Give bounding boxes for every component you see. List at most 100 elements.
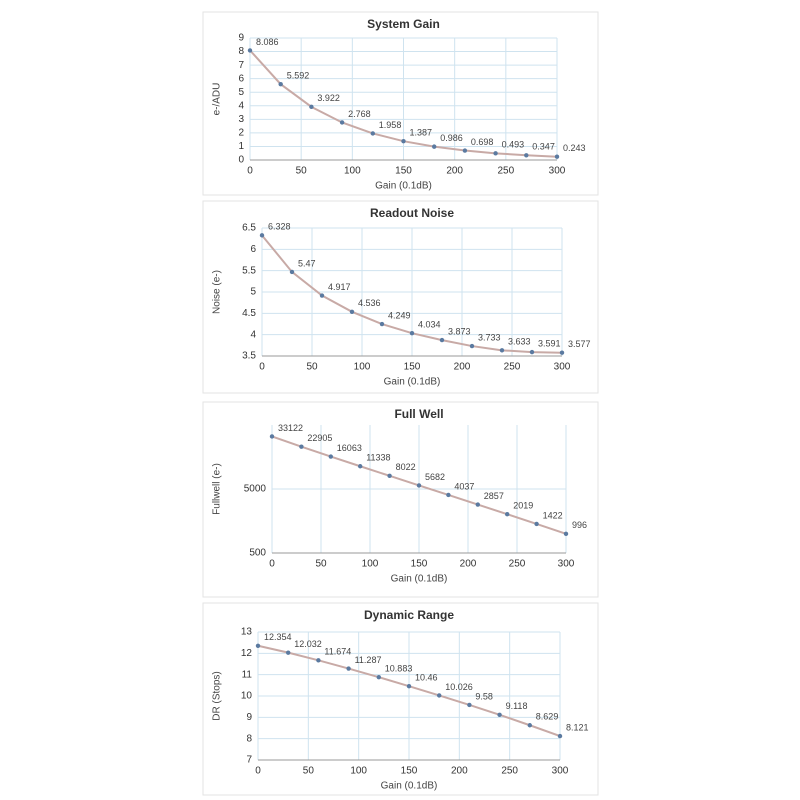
data-label: 4.917 <box>328 282 351 292</box>
x-tick-label: 150 <box>404 362 421 373</box>
x-axis-label: Gain (0.1dB) <box>384 377 441 388</box>
data-point <box>563 531 569 537</box>
y-tick-label: 9 <box>246 712 252 723</box>
data-label: 4037 <box>454 481 474 491</box>
y-tick-label: 6.5 <box>242 223 256 234</box>
data-point <box>299 444 304 449</box>
x-tick-label: 300 <box>549 166 566 177</box>
data-label: 3.733 <box>478 332 501 342</box>
data-label: 10.46 <box>415 673 438 683</box>
panel <box>202 11 599 196</box>
y-axis-label: Fullwell (e-) <box>212 463 223 515</box>
data-point <box>406 683 412 689</box>
data-point <box>376 674 381 680</box>
data-point <box>319 293 325 298</box>
data-point <box>432 144 437 149</box>
data-point <box>379 321 385 327</box>
x-tick-label: 50 <box>303 766 315 777</box>
y-tick-label: 7 <box>238 60 244 71</box>
data-label: 996 <box>572 520 587 530</box>
data-point <box>255 643 261 648</box>
x-tick-label: 150 <box>411 559 428 570</box>
y-tick-label: 3 <box>238 114 244 125</box>
panel <box>202 200 599 394</box>
data-label: 11.287 <box>355 655 382 665</box>
data-label: 4.249 <box>388 310 411 320</box>
data-point <box>259 233 265 238</box>
data-point <box>559 350 565 355</box>
y-tick-label: 5 <box>250 287 256 298</box>
chart: Readout Noise Gain (0.1dB) Noise (e-) 0 50 10… <box>202 200 599 394</box>
data-label: 16063 <box>337 443 362 453</box>
chart: Full Well Gain (0.1dB) Fullwell (e-) 0 50 100… <box>202 401 599 598</box>
data-label: 0.986 <box>440 133 463 143</box>
data-label: 1.958 <box>379 120 402 130</box>
chart-title: System Gain <box>367 17 440 31</box>
data-label: 8.121 <box>566 722 589 732</box>
data-label: 0.493 <box>502 140 525 150</box>
x-tick-label: 100 <box>344 166 361 177</box>
y-axis-label: e-/ADU <box>212 83 223 116</box>
y-tick-label: 4.5 <box>242 308 256 319</box>
data-label: 2857 <box>484 491 504 501</box>
y-tick-label: 3.5 <box>242 351 256 362</box>
x-tick-label: 100 <box>362 559 379 570</box>
chart-title: Dynamic Range <box>364 608 454 622</box>
x-tick-label: 100 <box>354 362 371 373</box>
data-point <box>439 337 445 343</box>
data-point <box>534 521 539 527</box>
data-point <box>339 120 345 125</box>
x-tick-label: 150 <box>401 766 418 777</box>
data-label: 3.922 <box>317 93 340 103</box>
data-label: 12.032 <box>294 639 322 649</box>
data-label: 5.592 <box>287 71 310 81</box>
data-label: 8.086 <box>256 37 279 47</box>
x-tick-label: 200 <box>460 559 477 570</box>
y-tick-label: 13 <box>241 627 253 638</box>
y-tick-label: 4 <box>250 329 256 340</box>
x-tick-label: 50 <box>306 362 318 373</box>
y-tick-label: 8 <box>246 733 252 744</box>
x-tick-label: 250 <box>497 166 514 177</box>
data-point <box>462 148 468 153</box>
data-point <box>286 650 291 655</box>
data-label: 5682 <box>425 472 445 482</box>
data-label: 3.633 <box>508 337 531 347</box>
data-label: 8.629 <box>536 712 559 722</box>
data-label: 1422 <box>543 510 563 520</box>
x-tick-label: 300 <box>558 559 575 570</box>
data-point <box>349 309 355 314</box>
data-label: 11.674 <box>324 647 351 657</box>
chart: Dynamic Range Gain (0.1dB) DR (Stops) 0 50 10… <box>202 602 599 796</box>
data-point <box>316 658 321 663</box>
y-tick-label: 5.5 <box>242 265 256 276</box>
y-tick-label: 6 <box>250 244 256 255</box>
x-tick-label: 0 <box>247 166 253 177</box>
x-tick-label: 200 <box>446 166 463 177</box>
x-axis-label: Gain (0.1dB) <box>375 181 432 192</box>
panel <box>202 401 599 598</box>
x-tick-label: 300 <box>554 362 571 373</box>
data-label: 0.698 <box>471 137 494 147</box>
y-tick-label: 6 <box>238 73 244 84</box>
x-tick-label: 50 <box>315 559 327 570</box>
y-tick-label: 5 <box>238 87 244 98</box>
y-tick-label: 7 <box>246 755 252 766</box>
y-tick-label: 4 <box>238 100 244 111</box>
data-point <box>505 512 510 517</box>
y-axis-label: Noise (e-) <box>212 270 223 314</box>
data-label: 4.034 <box>418 320 441 330</box>
x-axis-label: Gain (0.1dB) <box>391 574 448 585</box>
x-axis-label: Gain (0.1dB) <box>381 781 438 792</box>
x-tick-label: 0 <box>259 362 265 373</box>
data-label: 3.873 <box>448 326 471 336</box>
data-label: 10.883 <box>385 664 413 674</box>
data-label: 1.387 <box>410 128 433 138</box>
y-tick-label: 9 <box>238 33 244 44</box>
data-label: 11338 <box>366 453 390 463</box>
data-label: 2019 <box>513 501 533 511</box>
y-tick-label: 10 <box>241 691 253 702</box>
